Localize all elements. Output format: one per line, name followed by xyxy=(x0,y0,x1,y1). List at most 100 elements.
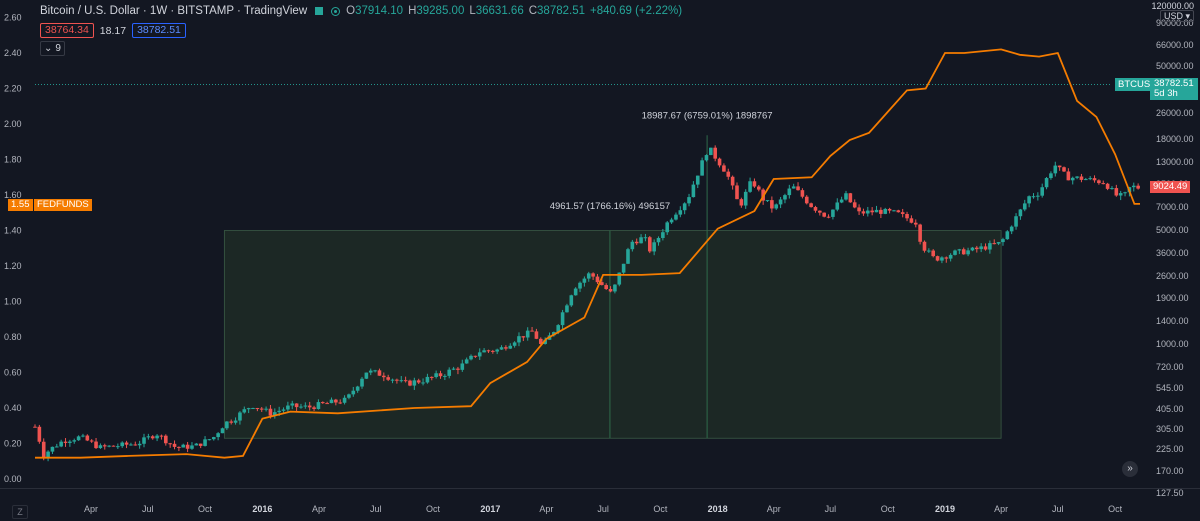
candle-body xyxy=(770,200,774,209)
candle-body xyxy=(787,188,792,196)
candle-body xyxy=(630,241,635,250)
candle-body xyxy=(1036,195,1040,197)
scroll-forward-button[interactable]: » xyxy=(1122,461,1138,477)
time-axis-tick-label: Apr xyxy=(84,504,98,514)
indicators-toggle-button[interactable]: ⌄ 9 xyxy=(40,41,65,56)
right-axis-tick-label: 18000.00 xyxy=(1156,134,1194,144)
candle-body xyxy=(743,191,748,206)
candle-body xyxy=(403,380,408,382)
right-axis-tick-label: 1000.00 xyxy=(1156,339,1189,349)
candle-body xyxy=(33,426,37,428)
candle-body xyxy=(940,257,944,261)
low-label: L xyxy=(469,5,476,17)
price-range-box[interactable] xyxy=(223,230,1002,439)
candle-body xyxy=(669,219,674,223)
candle-body xyxy=(979,246,983,250)
candle-body xyxy=(927,250,931,252)
candle-body xyxy=(687,197,691,204)
candle-body xyxy=(626,249,630,264)
candle-body xyxy=(211,437,216,440)
time-axis-tick-label: 2016 xyxy=(252,504,272,514)
candle-body xyxy=(508,345,513,349)
right-axis-tick-label: 3600.00 xyxy=(1156,248,1189,258)
candle-body xyxy=(639,237,643,244)
candle-body xyxy=(844,193,848,200)
top-axis-value: 120000.00 xyxy=(1151,1,1194,11)
candle-body xyxy=(983,246,988,250)
candle-body xyxy=(543,339,547,344)
candle-body xyxy=(948,254,953,259)
candle-body xyxy=(107,445,111,447)
left-axis-tick-label: 1.00 xyxy=(4,297,22,307)
candle-body xyxy=(634,241,639,244)
candle-body xyxy=(447,369,452,376)
candle-body xyxy=(50,446,55,452)
candle-body xyxy=(120,442,125,447)
symbol-title[interactable]: Bitcoin / U.S. Dollar · 1W · BITSTAMP · … xyxy=(40,5,308,17)
candle-body xyxy=(892,210,896,212)
candle-body xyxy=(1079,176,1084,180)
candle-body xyxy=(273,412,277,416)
candle-body xyxy=(194,443,199,446)
currency-selector[interactable]: USD ▾ xyxy=(1159,10,1194,22)
right-axis-tick-label: 90000.00 xyxy=(1156,18,1194,28)
open-value: 37914.10 xyxy=(355,5,404,17)
candle-body xyxy=(198,443,203,446)
right-axis-tick-label: 50000.00 xyxy=(1156,61,1194,71)
candle-body xyxy=(1075,176,1079,178)
candle-body xyxy=(68,441,72,443)
buy-button[interactable]: 38782.51 xyxy=(132,23,186,38)
candle-body xyxy=(695,175,700,185)
candle-body xyxy=(1040,187,1045,196)
right-axis-tick-label: 225.00 xyxy=(1156,444,1184,454)
candle-body xyxy=(796,186,800,191)
time-axis-tick-label: Oct xyxy=(1108,504,1123,514)
high-value: 39285.00 xyxy=(416,5,465,17)
candle-body xyxy=(360,378,364,387)
flag-icon[interactable] xyxy=(315,7,324,15)
left-axis-tick-label: 2.20 xyxy=(4,84,22,94)
candle-body xyxy=(316,402,321,409)
candle-body xyxy=(931,250,936,257)
candle-body xyxy=(621,263,626,273)
sell-button[interactable]: 38764.34 xyxy=(40,23,94,38)
candle-body xyxy=(861,211,866,214)
candle-body xyxy=(85,435,90,441)
low-value: 36631.66 xyxy=(475,5,524,17)
candle-body xyxy=(586,273,591,279)
candle-body xyxy=(1009,226,1014,232)
candle-body xyxy=(538,338,543,344)
candle-body xyxy=(264,408,268,410)
candle-body xyxy=(325,403,329,405)
left-axis-tick-label: 0.20 xyxy=(4,439,22,449)
candle-body xyxy=(94,441,98,449)
candle-body xyxy=(390,379,395,381)
candle-body xyxy=(268,408,273,416)
candle-body xyxy=(1136,185,1140,189)
candle-body xyxy=(255,408,260,410)
candle-body xyxy=(277,410,281,413)
candle-body xyxy=(364,372,369,379)
candle-body xyxy=(137,443,142,446)
left-axis-tick-label: 1.20 xyxy=(4,261,22,271)
candle-body xyxy=(726,171,731,177)
right-axis-tick-label: 7000.00 xyxy=(1156,202,1189,212)
candle-body xyxy=(164,435,168,444)
candle-body xyxy=(1118,193,1123,196)
right-axis-tick-label: 170.00 xyxy=(1156,466,1184,476)
candle-body xyxy=(512,342,517,346)
candle-body xyxy=(573,288,578,296)
zoom-reset-button[interactable]: Z xyxy=(12,505,28,519)
candle-body xyxy=(913,222,918,225)
fedfunds-line[interactable] xyxy=(35,48,1141,459)
candle-body xyxy=(303,405,308,407)
time-axis-tick-label: Jul xyxy=(825,504,837,514)
candle-body xyxy=(1123,192,1127,194)
candle-body xyxy=(957,249,962,251)
fedfunds-value-badge: 1.55 xyxy=(8,199,33,211)
candle-body xyxy=(774,204,779,209)
candle-body xyxy=(600,282,604,286)
left-axis-tick-label: 0.80 xyxy=(4,332,22,342)
right-axis-tick-label: 66000.00 xyxy=(1156,40,1194,50)
